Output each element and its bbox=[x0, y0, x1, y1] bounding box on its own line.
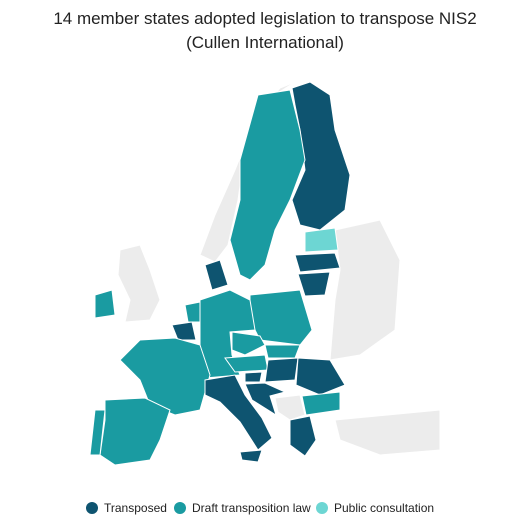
legend-swatch bbox=[86, 502, 98, 514]
legend-label: Public consultation bbox=[334, 501, 434, 515]
country bbox=[295, 357, 346, 396]
legend-label: Draft transposition law bbox=[192, 501, 311, 515]
land bbox=[334, 409, 441, 456]
land bbox=[274, 394, 306, 421]
legend: Transposed Draft transposition law Public … bbox=[86, 501, 434, 515]
country bbox=[244, 371, 263, 383]
legend-swatch bbox=[174, 502, 186, 514]
land bbox=[329, 219, 401, 361]
country bbox=[89, 409, 106, 456]
country bbox=[264, 357, 299, 383]
legend-swatch bbox=[316, 502, 328, 514]
country bbox=[171, 321, 197, 341]
title-line: (Cullen International) bbox=[186, 33, 344, 52]
title-line: 14 member states adopted legislation to … bbox=[53, 9, 476, 28]
country bbox=[231, 331, 266, 356]
country bbox=[99, 397, 171, 466]
country bbox=[94, 289, 116, 319]
country bbox=[184, 301, 201, 323]
country bbox=[204, 259, 229, 291]
country bbox=[294, 252, 341, 273]
country bbox=[301, 391, 341, 416]
country bbox=[239, 449, 263, 463]
country bbox=[244, 382, 287, 417]
legend-label: Transposed bbox=[104, 501, 167, 515]
country bbox=[229, 89, 306, 281]
country bbox=[297, 271, 331, 297]
country bbox=[119, 337, 211, 416]
country bbox=[264, 344, 301, 359]
country bbox=[289, 415, 317, 457]
country bbox=[304, 227, 339, 253]
land bbox=[117, 244, 161, 323]
country bbox=[204, 374, 273, 451]
map bbox=[89, 81, 441, 466]
